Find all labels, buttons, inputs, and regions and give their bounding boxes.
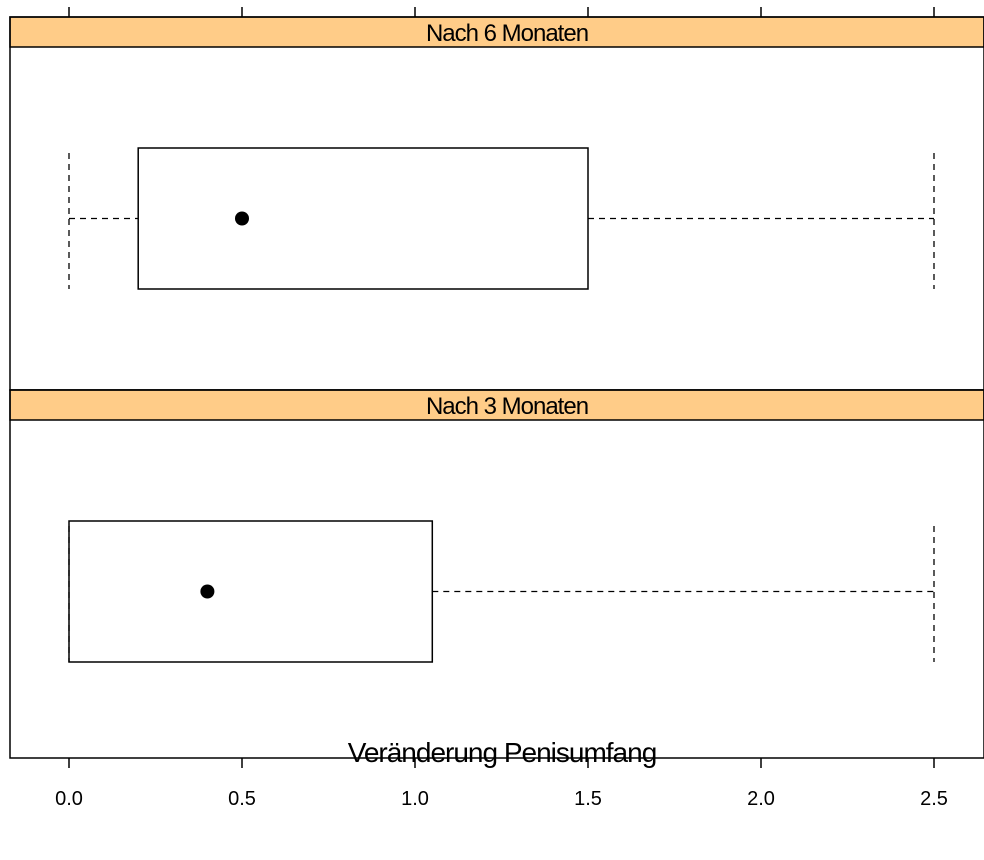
- panel-title: Nach 6 Monaten: [426, 20, 588, 47]
- panel-strip: [9, 16, 984, 48]
- top-axis-ticks: [68, 7, 935, 17]
- x-tick-label: 1.5: [574, 788, 602, 810]
- x-tick-label: 2.5: [920, 788, 948, 810]
- box: [137, 147, 589, 290]
- panel: Nach 3 Monaten: [9, 389, 984, 759]
- median-dot: [235, 211, 249, 226]
- panel: Nach 6 Monaten: [9, 16, 984, 391]
- x-axis-label: Veränderung Penisumfang: [348, 737, 657, 768]
- panel-frame: [9, 389, 984, 759]
- x-tick-label: 2.0: [747, 788, 775, 810]
- bottom-axis: 0.0 0.5 1.0 1.5 2.0 2.5: [55, 758, 948, 810]
- x-tick-label: 0.0: [55, 788, 83, 810]
- x-tick-label: 1.0: [401, 788, 429, 810]
- panel-frame: [9, 16, 984, 391]
- panels: Nach 6 Monaten Nach 3 Monaten: [9, 16, 984, 759]
- median-dot: [200, 584, 215, 599]
- x-tick-label: 0.5: [228, 788, 256, 810]
- box: [68, 520, 434, 663]
- panel-strip: [9, 389, 984, 421]
- panel-title: Nach 3 Monaten: [426, 393, 588, 420]
